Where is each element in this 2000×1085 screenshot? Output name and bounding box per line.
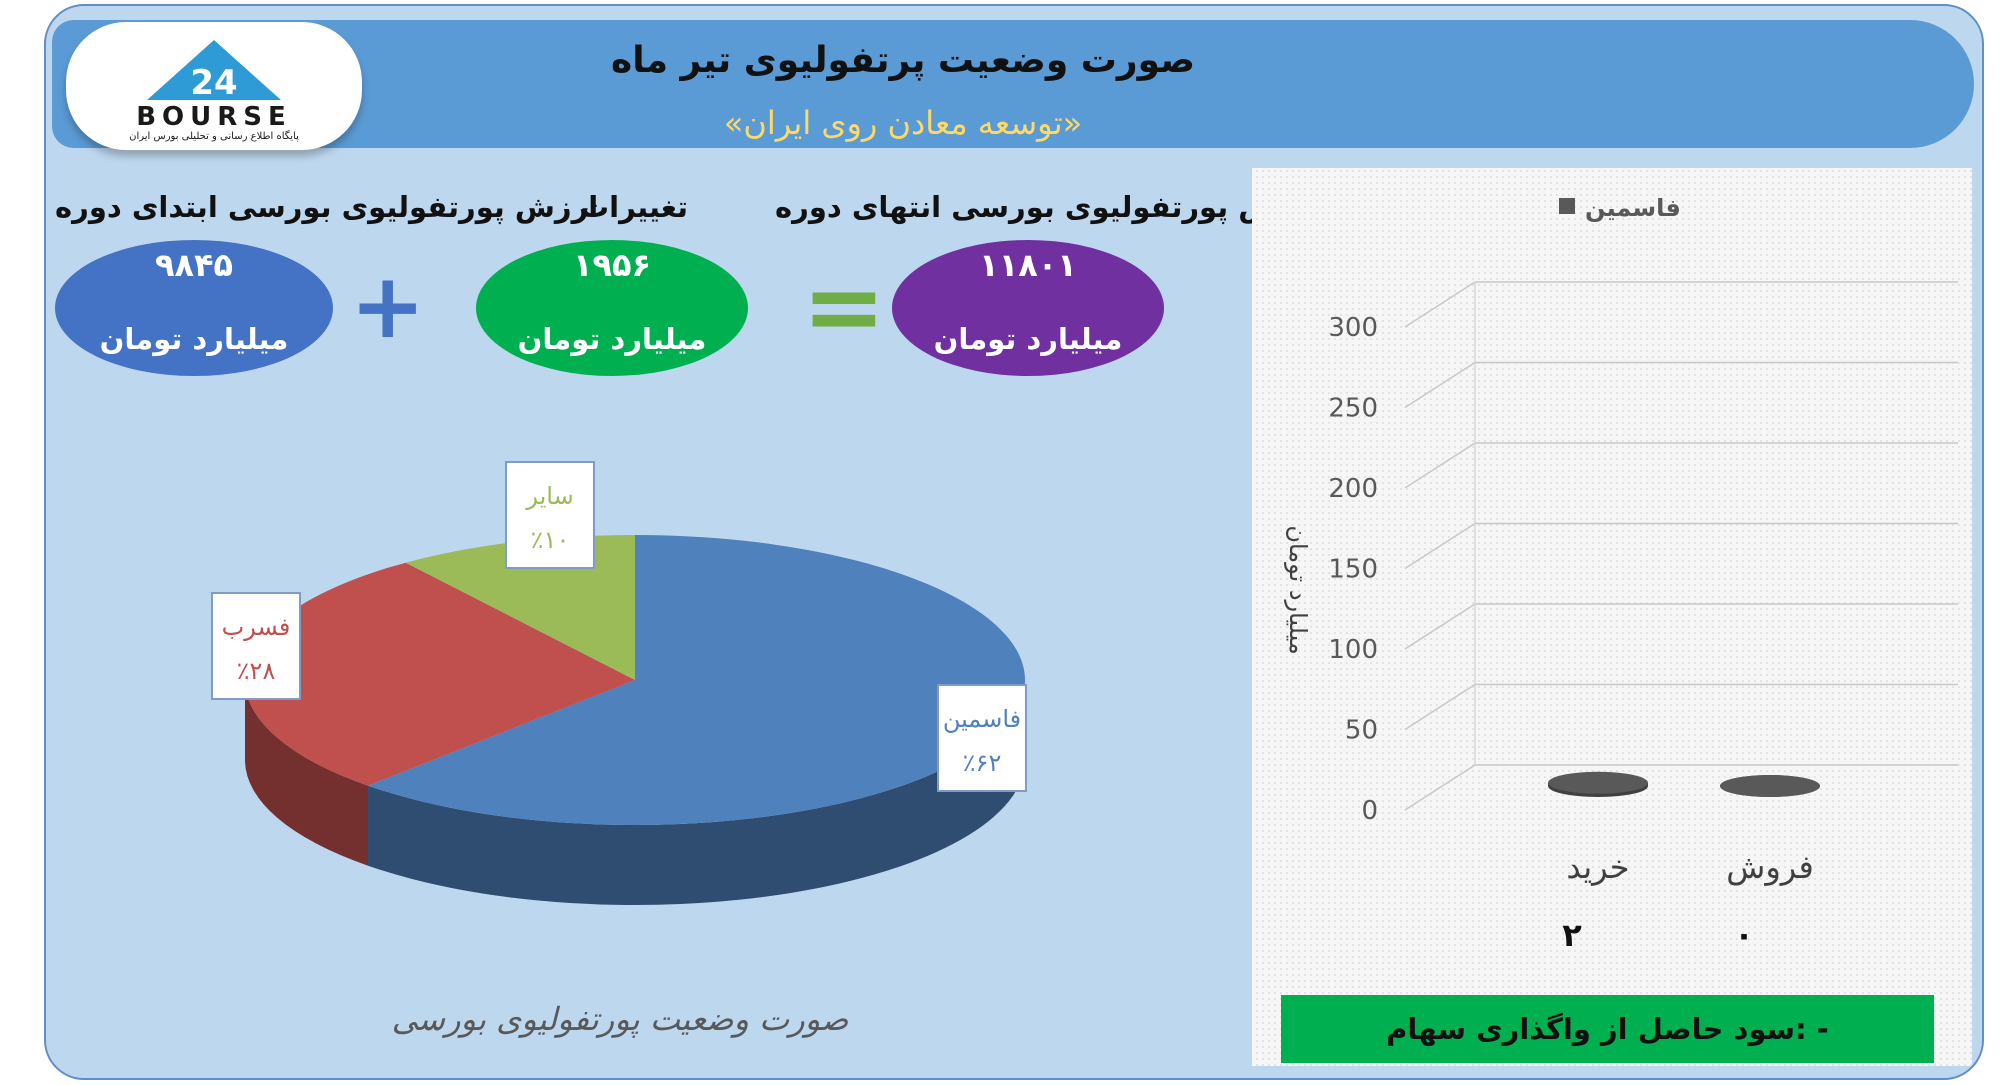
pie-chart: فاسمین ٪۶۲ فسرب ٪۲۸ سایر ٪۱۰ <box>211 461 1027 905</box>
y-tick-label: 50 <box>1345 716 1378 746</box>
pie-label-name: فسرب <box>222 613 291 641</box>
logo-subtext: پایگاه اطلاع رسانی و تحلیلی بورس ایران <box>129 131 299 142</box>
pie-slice-فسرب <box>245 562 635 786</box>
y-tick-label: 150 <box>1328 555 1378 585</box>
grid-depth-line <box>1404 603 1476 650</box>
grid-depth-line <box>1404 683 1476 731</box>
bar-chart-background <box>1252 168 1972 1066</box>
bar-خرید <box>1548 771 1648 797</box>
pie-label-percent: ٪۲۸ <box>237 657 276 685</box>
bar-فروش <box>1720 775 1820 797</box>
grid-depth-line <box>1404 442 1476 489</box>
start-value-number: ۹۸۴۵ <box>154 246 234 284</box>
y-tick-label: 100 <box>1328 635 1378 665</box>
y-tick-label: 250 <box>1328 394 1378 424</box>
logo: 24 BOURSE پایگاه اطلاع رسانی و تحلیلی بو… <box>66 22 362 150</box>
change-unit: میلیارد تومان <box>517 322 707 356</box>
x-category-label: فروش <box>1726 848 1813 886</box>
logo-mark-icon: 24 <box>147 40 281 103</box>
pie-label-name: فاسمین <box>943 705 1021 733</box>
logo-number: 24 <box>190 63 237 103</box>
change-ellipse: ۱۹۵۶ میلیارد تومان <box>476 240 748 376</box>
bar-value-label: ۰ <box>1734 916 1754 954</box>
plus-sign: + <box>350 254 426 359</box>
grid-depth-line <box>1404 764 1476 811</box>
y-tick-label: 300 <box>1328 313 1378 343</box>
legend-label: فاسمین <box>1585 194 1681 222</box>
pie-label-name: سایر <box>525 482 573 510</box>
end-value-number: ۱۱۸۰۱ <box>979 246 1077 284</box>
x-category-label: خرید <box>1566 848 1629 886</box>
pie-label-percent: ٪۶۲ <box>963 749 1002 777</box>
grid-depth-line <box>1404 522 1476 570</box>
start-value-unit: میلیارد تومان <box>99 322 289 356</box>
grid-depth-line <box>1404 281 1476 328</box>
start-value-label: ارزش پورتفولیوی بورسی ابتدای دوره <box>55 190 599 224</box>
grid-depth-line <box>1404 361 1476 409</box>
sale-profit-banner: سود حاصل از واگذاری سهام: - <box>1281 995 1934 1063</box>
bar-value-label: ۲ <box>1562 916 1582 954</box>
y-tick-label: 0 <box>1361 796 1378 826</box>
equals-sign: = <box>802 248 886 365</box>
start-value-ellipse: ۹۸۴۵ میلیارد تومان <box>55 240 333 376</box>
pie-slice-side-فسرب <box>245 680 369 866</box>
logo-text: BOURSE <box>136 102 292 132</box>
page-subtitle: «توسعه معادن روی ایران» <box>723 104 1083 142</box>
pie-label-percent: ٪۱۰ <box>531 526 570 554</box>
change-number: ۱۹۵۶ <box>572 246 652 284</box>
pie-label-فسرب: فسرب ٪۲۸ <box>211 592 301 700</box>
end-value-label: ارزش پورتفولیوی بورسی انتهای دوره <box>775 190 1322 224</box>
y-tick-label: 200 <box>1328 474 1378 504</box>
change-label: تغییرات <box>580 190 689 224</box>
legend-swatch <box>1559 198 1575 214</box>
pie-slice-سایر <box>405 535 635 680</box>
header-banner: صورت وضعیت پرتفولیوی تیر ماه «توسعه معاد… <box>52 20 1974 148</box>
pie-slice-side-فاسمین <box>368 680 1026 905</box>
page-title: صورت وضعیت پرتفولیوی تیر ماه <box>610 40 1196 81</box>
y-axis-label: میلیارد تومان <box>1284 525 1312 654</box>
pie-slice-فاسمین <box>368 535 1025 825</box>
end-value-unit: میلیارد تومان <box>933 322 1123 356</box>
pie-label-سایر: سایر ٪۱۰ <box>505 461 595 569</box>
pie-chart-title: صورت وضعیت پورتفولیوی بورسی <box>391 1000 849 1038</box>
end-value-ellipse: ۱۱۸۰۱ میلیارد تومان <box>892 240 1164 376</box>
pie-label-فاسمین: فاسمین ٪۶۲ <box>937 684 1027 792</box>
